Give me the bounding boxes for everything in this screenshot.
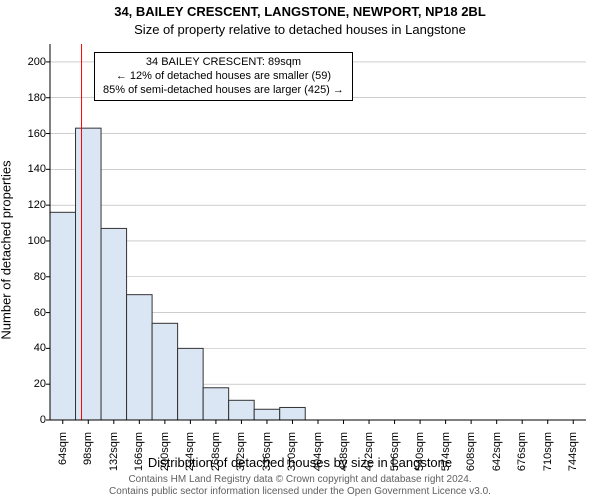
y-tick-label: 120 xyxy=(28,199,46,211)
y-tick-label: 180 xyxy=(28,92,46,104)
page-root: 34, BAILEY CRESCENT, LANGSTONE, NEWPORT,… xyxy=(0,0,600,500)
footer-line-2: Contains public sector information licen… xyxy=(109,486,491,497)
y-tick-label: 200 xyxy=(28,56,46,68)
y-axis-label: Number of detached properties xyxy=(0,160,14,339)
y-tick-label: 20 xyxy=(34,378,46,390)
y-tick-label: 100 xyxy=(28,235,46,247)
y-tick-label: 40 xyxy=(34,342,46,354)
annotation-line: 85% of semi-detached houses are larger (… xyxy=(103,84,344,98)
footer-credits: Contains HM Land Registry data © Crown c… xyxy=(0,474,600,498)
y-tick-label: 160 xyxy=(28,128,46,140)
y-tick-label: 140 xyxy=(28,163,46,175)
page-subtitle: Size of property relative to detached ho… xyxy=(0,22,600,37)
page-title: 34, BAILEY CRESCENT, LANGSTONE, NEWPORT,… xyxy=(0,4,600,19)
annotation-line: 34 BAILEY CRESCENT: 89sqm xyxy=(103,56,344,70)
footer-line-1: Contains HM Land Registry data © Crown c… xyxy=(128,474,471,485)
annotation-box: 34 BAILEY CRESCENT: 89sqm← 12% of detach… xyxy=(94,52,353,101)
y-tick-label: 60 xyxy=(34,307,46,319)
y-tick-label: 80 xyxy=(34,271,46,283)
y-tick-label: 0 xyxy=(40,414,46,426)
annotation-line: ← 12% of detached houses are smaller (59… xyxy=(103,70,344,84)
x-axis-label: Distribution of detached houses by size … xyxy=(0,455,600,470)
